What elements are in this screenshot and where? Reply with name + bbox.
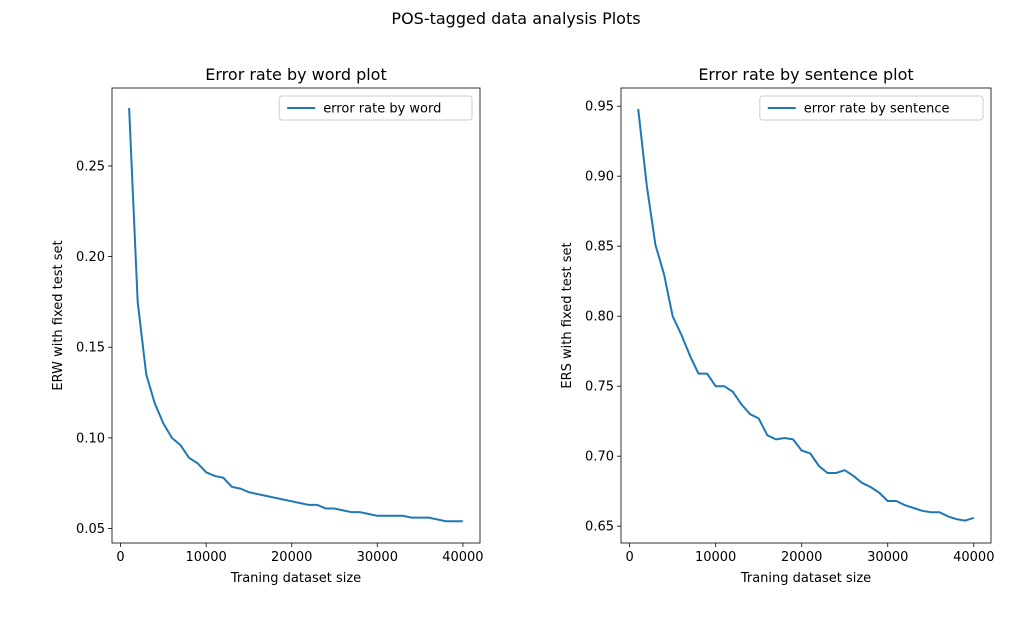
series-line	[637, 108, 975, 522]
x-tick-label: 0	[625, 550, 633, 565]
legend-box	[278, 95, 473, 121]
x-tick-label: 30000	[357, 550, 398, 565]
legend: error rate by word	[278, 95, 473, 121]
y-tick-label: 0.75	[585, 380, 614, 395]
legend: error rate by sentence	[759, 95, 984, 121]
plot-frame	[620, 87, 992, 544]
y-axis-label: ERW with fixed test set	[51, 240, 66, 390]
legend-label: error rate by sentence	[804, 102, 950, 117]
series-line	[128, 107, 463, 523]
y-tick-label: 0.90	[585, 170, 614, 185]
x-axis-label: Traning dataset size	[740, 571, 871, 586]
y-tick-label: 0.10	[76, 431, 105, 446]
y-tick-label: 0.15	[76, 341, 105, 356]
x-tick-label: 20000	[271, 550, 312, 565]
figure-suptitle: POS-tagged data analysis Plots	[391, 9, 641, 28]
y-tick-label: 0.95	[585, 100, 614, 115]
x-tick-label: 20000	[781, 550, 822, 565]
plot-frame	[111, 87, 481, 544]
y-tick-label: 0.80	[585, 310, 614, 325]
y-tick-label: 0.70	[585, 450, 614, 465]
y-tick-label: 0.20	[76, 250, 105, 265]
y-tick-label: 0.85	[585, 240, 614, 255]
x-tick-label: 10000	[695, 550, 736, 565]
y-tick-label: 0.05	[76, 522, 105, 537]
y-tick-label: 0.65	[585, 520, 614, 535]
y-axis-label: ERS with fixed test set	[560, 242, 575, 388]
x-tick-label: 40000	[953, 550, 994, 565]
x-tick-label: 40000	[442, 550, 483, 565]
legend-box	[759, 95, 984, 121]
x-tick-label: 30000	[867, 550, 908, 565]
x-tick-label: 0	[116, 550, 124, 565]
legend-label: error rate by word	[323, 102, 441, 117]
y-tick-label: 0.25	[76, 159, 105, 174]
chart-title: Error rate by sentence plot	[698, 65, 913, 84]
x-tick-label: 10000	[185, 550, 226, 565]
x-axis-label: Traning dataset size	[230, 571, 361, 586]
chart-title: Error rate by word plot	[205, 65, 386, 84]
chart-1: Error rate by word plot 0 10000 20000 30000 4…	[51, 65, 484, 586]
chart-2: Error rate by sentence plot 0 10000 20000 30…	[560, 65, 994, 586]
